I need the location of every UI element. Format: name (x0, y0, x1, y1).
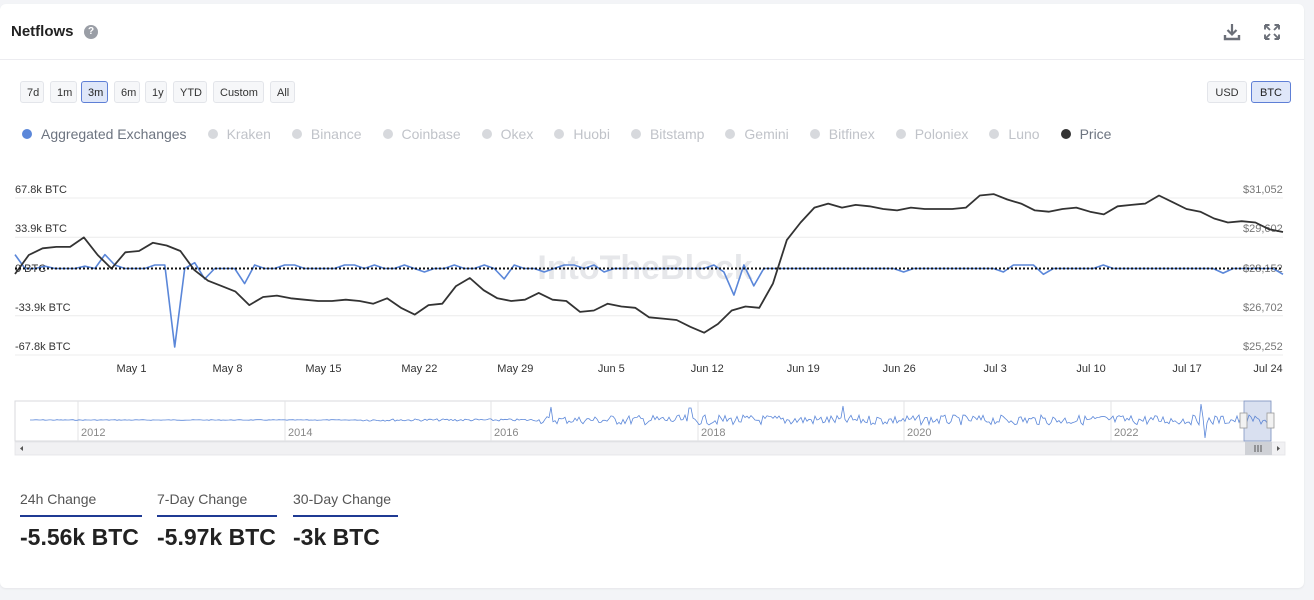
stat-underline (20, 515, 142, 517)
navigator-year-label: 2012 (81, 427, 106, 439)
x-axis-tick: Jul 3 (983, 363, 1007, 375)
x-axis-tick: Jul 17 (1172, 363, 1202, 375)
legend-label: Okex (500, 126, 534, 142)
legend-dot (725, 129, 736, 139)
legend-dot (630, 129, 641, 139)
legend-item-coinbase[interactable]: Coinbase (382, 126, 461, 142)
x-axis-tick: Jun 12 (690, 363, 724, 375)
navigator-handle-left[interactable] (1239, 412, 1248, 429)
stat-label: 30-Day Change (293, 491, 392, 507)
range-button-7d[interactable]: 7d (20, 81, 44, 103)
legend-label: Kraken (226, 126, 271, 142)
right-axis-tick: $31,052 (1243, 184, 1283, 196)
x-axis-tick: Jun 26 (882, 363, 916, 375)
legend-label: Coinbase (401, 126, 461, 142)
stat-underline (293, 515, 398, 517)
legend-dot (895, 129, 906, 139)
x-axis-tick: Jul 24 (1253, 363, 1283, 375)
legend-item-gemini[interactable]: Gemini (725, 126, 789, 142)
x-axis-tick: May 15 (305, 363, 342, 375)
navigator-year-label: 2016 (494, 427, 519, 439)
stat-underline (157, 515, 277, 517)
x-axis-tick: Jun 5 (597, 363, 625, 375)
x-axis-tick: May 29 (497, 363, 534, 375)
legend-label: Huobi (573, 126, 610, 142)
legend-dot (291, 129, 302, 139)
stat-value: -5.56k BTC (20, 524, 139, 550)
range-button-all[interactable]: All (270, 81, 295, 103)
stat-label: 7-Day Change (157, 491, 248, 507)
card-title: Netflows (11, 23, 74, 40)
legend-dot (22, 129, 32, 139)
legend-dot (809, 129, 820, 139)
legend-dot (207, 129, 218, 139)
legend-dot (989, 129, 1000, 139)
navigator-year-label: 2022 (1114, 427, 1139, 439)
range-button-3m[interactable]: 3m (81, 81, 108, 103)
navigator-series (30, 403, 1270, 439)
navigator-handle-right[interactable] (1266, 412, 1275, 429)
legend-label: Aggregated Exchanges (41, 126, 187, 142)
legend-item-huobi[interactable]: Huobi (554, 126, 610, 142)
legend-item-kraken[interactable]: Kraken (207, 126, 271, 142)
x-axis-tick: May 22 (401, 363, 438, 375)
x-axis-tick: May 8 (212, 363, 243, 375)
currency-button-usd[interactable]: USD (1207, 81, 1247, 103)
range-button-ytd[interactable]: YTD (173, 81, 207, 103)
x-axis-tick: Jul 10 (1076, 363, 1106, 375)
question-circle-icon[interactable]: ? (84, 25, 98, 39)
expand-icon[interactable] (1262, 22, 1282, 42)
stat-value: -5.97k BTC (157, 524, 276, 550)
chart-legend: Aggregated Exchanges Kraken Binance Coinbas… (22, 124, 1132, 144)
stat-label: 24h Change (20, 491, 97, 507)
left-axis-tick: 67.8k BTC (15, 184, 67, 196)
legend-dot (554, 129, 565, 139)
range-button-1m[interactable]: 1m (50, 81, 77, 103)
legend-dot (382, 129, 393, 139)
scroll-left-icon (20, 446, 23, 451)
stat-value: -3k BTC (293, 524, 380, 550)
legend-label: Binance (310, 126, 362, 142)
card-header: Netflows ? (0, 4, 1304, 60)
legend-item-binance[interactable]: Binance (291, 126, 362, 142)
legend-label: Poloniex (914, 126, 969, 142)
range-button-custom[interactable]: Custom (213, 81, 264, 103)
legend-label: Bitfinex (828, 126, 875, 142)
navigator-year-label: 2020 (907, 427, 932, 439)
download-icon[interactable] (1222, 22, 1242, 42)
grip-lines-icon (1254, 445, 1262, 452)
navigator-year-label: 2014 (288, 427, 313, 439)
x-axis-tick: Jun 19 (786, 363, 820, 375)
currency-button-btc[interactable]: BTC (1251, 81, 1291, 103)
legend-item-bitstamp[interactable]: Bitstamp (630, 126, 705, 142)
scroll-right-icon (1277, 446, 1280, 451)
legend-label: Bitstamp (649, 126, 705, 142)
legend-label: Luno (1008, 126, 1040, 142)
navigator-scrollbar[interactable] (14, 441, 1286, 456)
legend-item-aggregated-exchanges[interactable]: Aggregated Exchanges (22, 126, 187, 142)
range-button-6m[interactable]: 6m (114, 81, 140, 103)
legend-label: Price (1079, 126, 1112, 142)
legend-dot (481, 129, 492, 139)
legend-item-bitfinex[interactable]: Bitfinex (809, 126, 875, 142)
legend-item-price[interactable]: Price (1060, 126, 1112, 142)
range-button-1y[interactable]: 1y (145, 81, 167, 103)
legend-dot (1060, 129, 1071, 139)
navigator-year-label: 2018 (701, 427, 726, 439)
legend-item-poloniex[interactable]: Poloniex (895, 126, 969, 142)
legend-label: Gemini (744, 126, 789, 142)
legend-item-luno[interactable]: Luno (989, 126, 1040, 142)
x-axis-tick: May 1 (116, 363, 147, 375)
legend-item-okex[interactable]: Okex (481, 126, 534, 142)
